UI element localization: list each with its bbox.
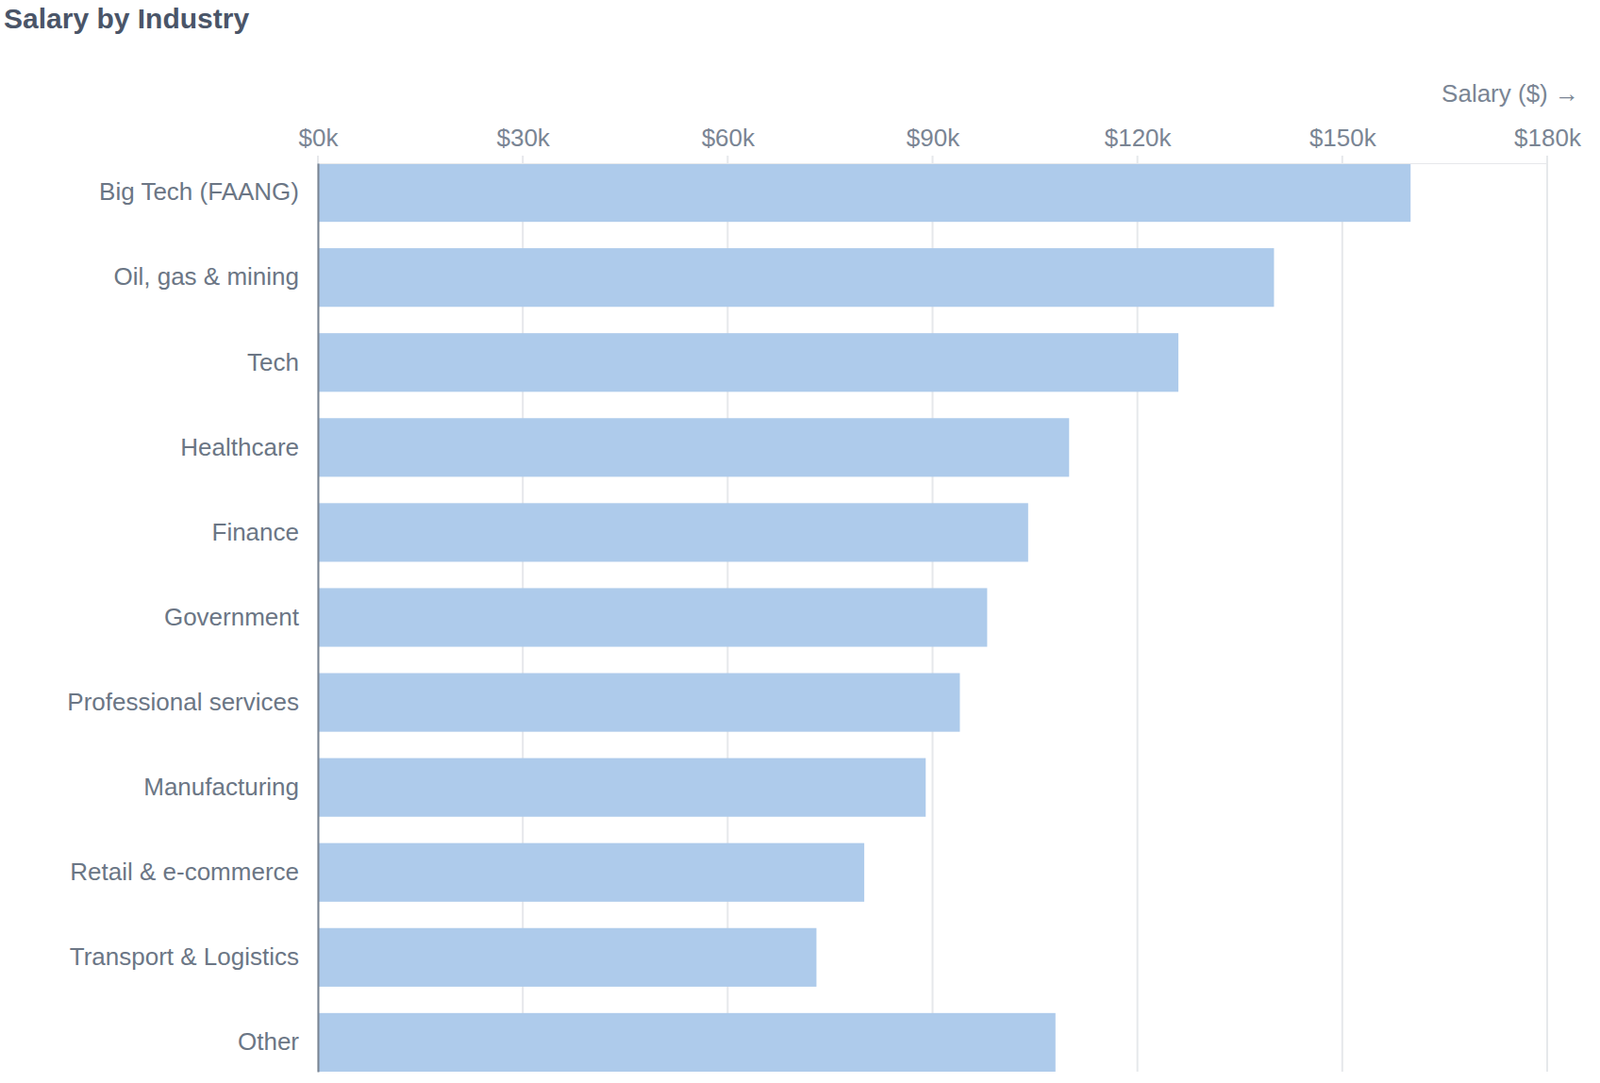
y-axis: Big Tech (FAANG) Oil, gas & mining Tech Hea… [66,164,318,1073]
grid [317,155,1548,1072]
y-tick: Big Tech (FAANG) [99,177,318,206]
y-tick-label: Transport & Logistics [69,942,300,971]
bar [317,587,987,647]
chart: Salary by Industry Salary ($) → $0k $30k $60… [0,0,1600,1083]
y-tick-label: Retail & e-commerce [69,857,300,886]
y-tick: Healthcare [180,433,318,462]
x-tick-label: $90k [906,123,961,152]
x-tick: $150k [1309,123,1378,164]
bar [317,502,1029,562]
x-axis-line [318,163,1549,165]
grid-line [1546,155,1549,1072]
y-tick-label: Other [237,1027,300,1056]
y-tick-label: Big Tech (FAANG) [99,177,300,206]
y-tick: Oil, gas & mining [113,262,318,291]
plot: $0k $30k $60k $90k $120k $150k $180k Big Tech (… [66,123,1583,1073]
y-tick-label: Oil, gas & mining [113,262,300,291]
x-tick: $180k [1514,123,1583,164]
y-tick: Tech [247,348,318,377]
y-axis-line [317,164,320,1073]
y-tick-label: Professional services [66,687,300,717]
bar [317,248,1274,307]
bar [317,417,1069,477]
grid-line [1341,155,1344,1072]
x-axis: $0k $30k $60k $90k $120k $150k $180k [299,123,1583,165]
y-tick: Government [164,602,318,632]
y-tick: Other [237,1027,318,1056]
x-tick-label: $150k [1309,123,1378,152]
bar [317,843,865,902]
bar [317,333,1179,392]
x-tick-label: $120k [1104,123,1173,152]
x-tick-label: $0k [299,123,340,152]
bar [317,1013,1056,1072]
y-tick: Retail & e-commerce [69,857,318,886]
x-tick: $90k [906,123,961,164]
x-tick-label: $180k [1514,123,1583,152]
bar [317,673,960,733]
bar [317,163,1411,222]
y-tick-label: Manufacturing [143,772,300,801]
y-tick: Manufacturing [143,772,318,801]
bar [317,758,926,817]
x-tick: $60k [701,123,756,164]
y-tick-label: Tech [247,348,300,377]
x-tick: $0k [299,123,340,164]
y-tick: Professional services [66,687,318,717]
x-tick: $120k [1104,123,1173,164]
y-tick-label: Government [164,602,300,632]
x-axis-title: Salary ($) → [1441,79,1580,108]
bar [317,928,817,987]
y-tick: Finance [212,517,319,547]
x-tick-label: $60k [701,123,756,152]
y-tick: Transport & Logistics [69,942,318,971]
title: Salary by Industry [3,2,250,34]
y-tick-label: Finance [212,517,300,547]
y-tick-label: Healthcare [180,433,300,462]
x-tick-label: $30k [496,123,550,152]
bars [317,163,1411,1072]
grid-line [316,155,319,1072]
x-tick: $30k [496,123,550,164]
